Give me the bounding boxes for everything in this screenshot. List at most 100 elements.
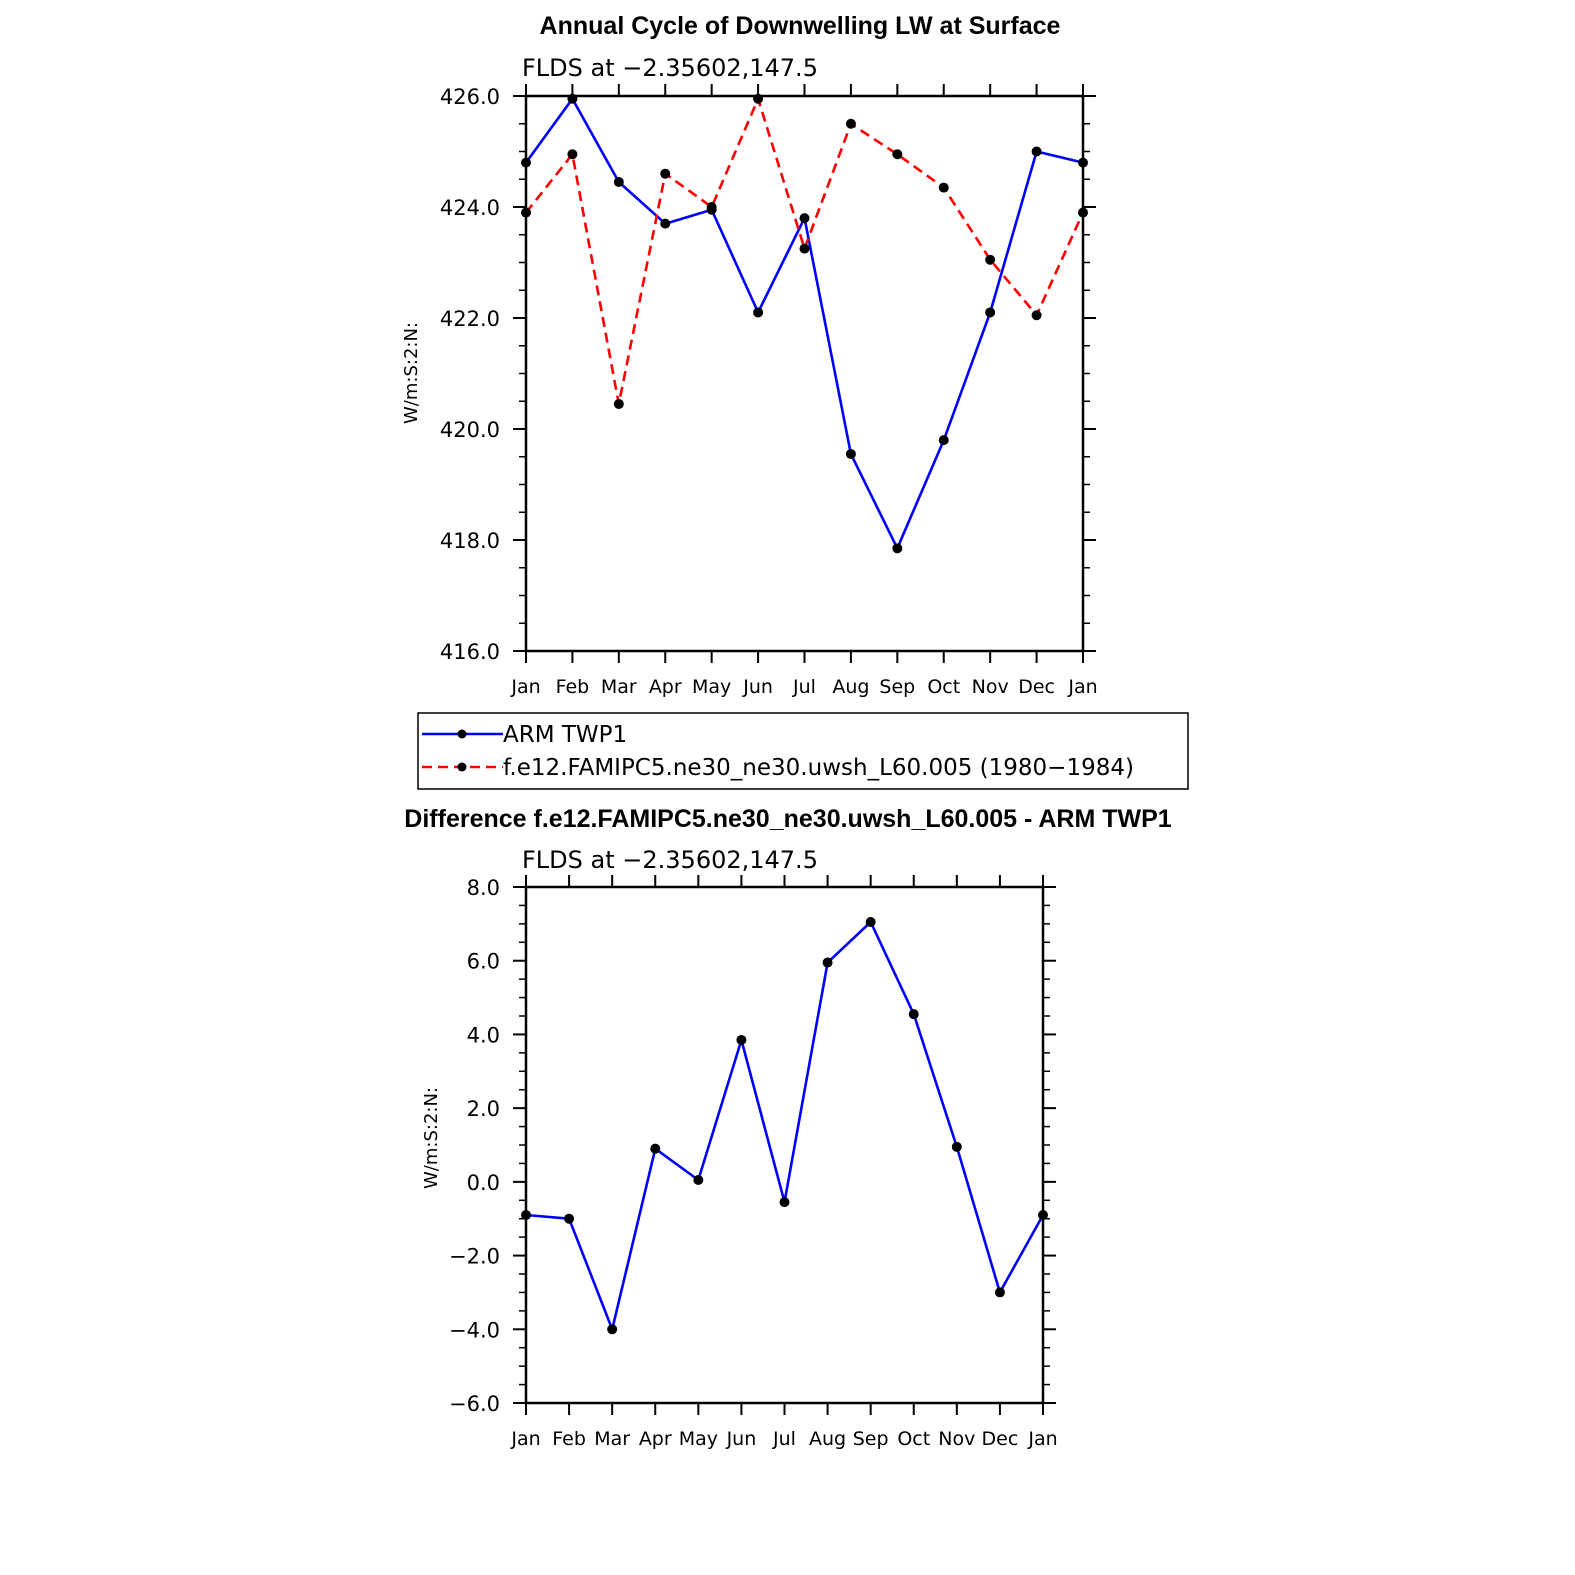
y-tick-label: 418.0 — [440, 529, 500, 553]
x-tick-label: Jan — [510, 676, 540, 698]
data-point-s1-6 — [799, 243, 810, 254]
x-tick-label: Mar — [601, 676, 637, 698]
data-point-s0-7 — [845, 448, 856, 459]
y-tick-label: 8.0 — [467, 876, 500, 900]
chart-subtitle: FLDS at −2.35602,147.5 — [522, 846, 818, 874]
data-point-s1-7 — [845, 118, 856, 129]
data-point-s0-8 — [892, 543, 903, 554]
y-tick-label: 422.0 — [440, 307, 500, 331]
x-tick-label: Jul — [792, 676, 816, 698]
data-point-s1-2 — [613, 399, 624, 410]
legend-label-model: f.e12.FAMIPC5.ne30_ne30.uwsh_L60.005 (19… — [503, 755, 1134, 781]
data-point-s0-6 — [799, 213, 810, 224]
data-point-s1-11 — [1031, 310, 1042, 321]
x-tick-label: Feb — [552, 1428, 586, 1450]
data-point-s1-8 — [892, 149, 903, 160]
y-tick-label: 6.0 — [467, 950, 500, 974]
data-point-s0-5 — [736, 1034, 747, 1045]
y-tick-label: −4.0 — [449, 1318, 500, 1342]
x-tick-label: Jun — [726, 1428, 757, 1450]
data-point-s0-11 — [994, 1287, 1005, 1298]
x-tick-label: Sep — [879, 676, 915, 698]
data-point-s1-10 — [985, 254, 996, 265]
y-tick-label: 424.0 — [440, 196, 500, 220]
axes-frame: −6.0 −4.0 −2.0 0.0 2.0 4.0 6.0 8.0 Jan Feb Mar Apr M… — [449, 875, 1058, 1450]
series-line-0 — [525, 920, 1045, 1331]
data-point-s0-3 — [660, 218, 671, 229]
x-tick-label: Aug — [832, 676, 869, 698]
y-tick-label: 4.0 — [467, 1023, 500, 1047]
chart-subtitle: FLDS at −2.35602,147.5 — [522, 54, 818, 82]
x-tick-label: Apr — [639, 1428, 672, 1450]
data-point-s0-4 — [693, 1175, 704, 1186]
y-axis-label: W/m:S:2:N: — [401, 322, 422, 424]
y-tick-label: 2.0 — [467, 1097, 500, 1121]
x-tick-label: Jan — [1027, 1428, 1057, 1450]
legend-box — [417, 712, 1189, 790]
y-tick-label: −2.0 — [449, 1245, 500, 1269]
legend-marker-arm — [457, 729, 467, 739]
y-tick-label: 416.0 — [440, 640, 500, 664]
data-point-s0-2 — [613, 177, 624, 188]
chart-title: Difference f.e12.FAMIPC5.ne30_ne30.uwsh_… — [404, 805, 1171, 833]
data-point-s0-12 — [1078, 157, 1088, 168]
plot-frame — [524, 94, 1085, 653]
data-point-s0-11 — [1031, 146, 1042, 157]
data-point-s0-8 — [865, 917, 876, 928]
y-tick-label: −6.0 — [449, 1392, 500, 1416]
x-tick-label: Jul — [772, 1428, 796, 1450]
x-tick-label: Jan — [1067, 676, 1097, 698]
y-axis-label: W/m:S:2:N: — [421, 1087, 442, 1189]
x-tick-label: Jun — [742, 676, 773, 698]
data-point-s0-1 — [564, 1213, 575, 1224]
data-point-s1-9 — [938, 182, 949, 193]
plot-marks — [521, 917, 1048, 1335]
data-point-s0-3 — [650, 1143, 661, 1154]
data-point-s0-0 — [521, 157, 531, 168]
annual-cycle-panel: Annual Cycle of Downwelling LW at Surfac… — [401, 12, 1098, 698]
x-tick-label: Aug — [809, 1428, 846, 1450]
y-tick-label: 420.0 — [440, 418, 500, 442]
axes-frame: 416.0 418.0 420.0 422.0 424.0 426.0 Jan Feb Mar A… — [440, 84, 1098, 698]
data-point-s1-0 — [521, 207, 531, 218]
plot-frame — [524, 885, 1045, 1405]
y-tick-label: 426.0 — [440, 85, 500, 109]
x-tick-label: Oct — [897, 1428, 930, 1450]
x-tick-label: Apr — [649, 676, 682, 698]
x-tick-label: Nov — [938, 1428, 975, 1450]
x-tick-label: May — [692, 676, 731, 698]
chart-title: Annual Cycle of Downwelling LW at Surfac… — [540, 12, 1061, 40]
x-tick-label: Feb — [556, 676, 590, 698]
legend-marker-model — [457, 762, 467, 772]
data-point-s0-5 — [753, 307, 764, 318]
data-point-s1-4 — [706, 202, 717, 212]
data-point-s1-3 — [660, 168, 671, 179]
legend-label-arm: ARM TWP1 — [503, 722, 627, 748]
data-point-s0-12 — [1038, 1210, 1048, 1221]
data-point-s1-5 — [753, 93, 764, 104]
x-tick-label: Sep — [853, 1428, 889, 1450]
x-tick-label: Oct — [927, 676, 960, 698]
data-point-s0-6 — [779, 1197, 790, 1208]
plot-marks — [521, 93, 1088, 554]
data-point-s0-0 — [521, 1210, 531, 1221]
data-point-s0-7 — [822, 957, 833, 968]
legend: ARM TWP1 f.e12.FAMIPC5.ne30_ne30.uwsh_L6… — [417, 712, 1189, 790]
data-point-s1-12 — [1078, 207, 1088, 218]
x-tick-label: Dec — [982, 1428, 1019, 1450]
x-tick-label: Jan — [510, 1428, 540, 1450]
series-line-0 — [524, 97, 1084, 550]
y-tick-label: 0.0 — [467, 1171, 500, 1195]
data-point-s0-1 — [567, 93, 578, 104]
data-point-s0-10 — [985, 307, 996, 318]
data-point-s0-9 — [908, 1009, 919, 1020]
data-point-s0-10 — [951, 1141, 962, 1152]
x-tick-label: Nov — [972, 676, 1009, 698]
x-tick-label: May — [679, 1428, 718, 1450]
difference-panel: Difference f.e12.FAMIPC5.ne30_ne30.uwsh_… — [404, 805, 1171, 1450]
x-tick-label: Mar — [594, 1428, 630, 1450]
data-point-s1-1 — [567, 149, 578, 160]
data-point-s0-2 — [607, 1324, 618, 1335]
x-tick-label: Dec — [1018, 676, 1055, 698]
